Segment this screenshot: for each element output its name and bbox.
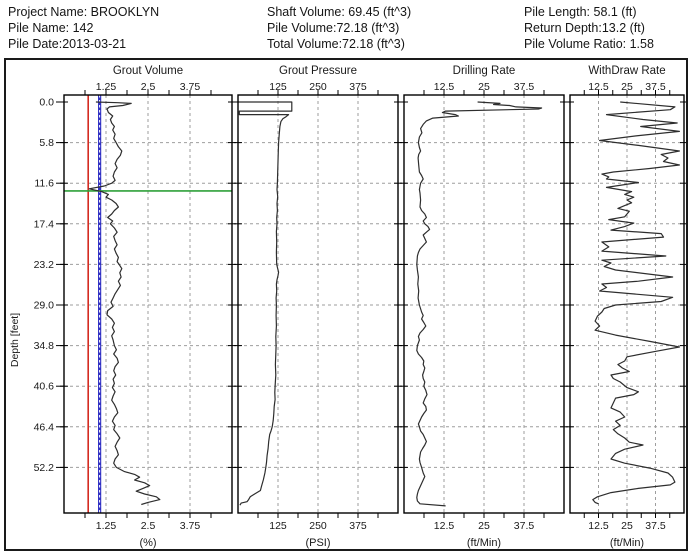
depth-axis-label: Depth [feet]: [9, 313, 21, 367]
svg-text:23.2: 23.2: [34, 259, 55, 271]
svg-text:3.75: 3.75: [180, 81, 201, 93]
svg-text:12.5: 12.5: [588, 520, 609, 532]
svg-text:12.5: 12.5: [434, 520, 455, 532]
svg-text:125: 125: [269, 81, 287, 93]
svg-text:37.5: 37.5: [514, 81, 535, 93]
svg-text:37.5: 37.5: [645, 520, 666, 532]
panel-border: [237, 94, 399, 514]
svg-text:1.25: 1.25: [96, 81, 117, 93]
svg-text:34.8: 34.8: [34, 340, 55, 352]
svg-text:25: 25: [478, 81, 490, 93]
svg-text:40.6: 40.6: [34, 381, 55, 393]
svg-text:52.2: 52.2: [34, 462, 55, 474]
svg-text:46.4: 46.4: [34, 421, 55, 433]
panel-unit-label: (%): [139, 537, 156, 549]
svg-text:2.5: 2.5: [141, 81, 156, 93]
panel-title: Drilling Rate: [453, 65, 516, 77]
panel-withdraw-rate: WithDraw Rate(ft/Min)12.512.5252537.537.…: [566, 65, 686, 549]
panel-unit-label: (PSI): [305, 537, 330, 549]
panel-unit-label: (ft/Min): [467, 537, 501, 549]
series-drilling-rate: [416, 101, 543, 507]
series-grout-pressure: [238, 101, 293, 506]
svg-text:3.75: 3.75: [180, 520, 201, 532]
svg-text:25: 25: [478, 520, 490, 532]
panel-grout-volume: Grout Volume (%) 1.25 1.25 2.5 2.5 3.75 3.75: [60, 65, 236, 549]
svg-text:125: 125: [269, 520, 287, 532]
series-withdraw-rate: [592, 101, 681, 505]
strip-charts-canvas: 0.0 5.8 11.6 17.4 23.2 29.0 34.8 40.6 46.4 52.2 De…: [9, 65, 686, 549]
svg-text:375: 375: [349, 520, 367, 532]
svg-text:37.5: 37.5: [514, 520, 535, 532]
chart-frame: 0.0 5.8 11.6 17.4 23.2 29.0 34.8 40.6 46.4 52.2 De…: [4, 58, 688, 551]
return-depth: Return Depth:13.2 (ft): [524, 21, 645, 35]
header-project-info: Project Name: BROOKLYN Pile Name: 142 Pi…: [8, 4, 159, 52]
depth-axis: 0.0 5.8 11.6 17.4 23.2 29.0 34.8 40.6 46.4 52.2 De…: [9, 97, 64, 474]
header-volume-info: Shaft Volume: 69.45 (ft^3) Pile Volume:7…: [267, 4, 411, 52]
svg-text:1.25: 1.25: [96, 520, 117, 532]
series-grout-volume: [88, 101, 161, 506]
svg-text:5.8: 5.8: [39, 137, 54, 149]
svg-text:25: 25: [621, 520, 633, 532]
shaft-volume: Shaft Volume: 69.45 (ft^3): [267, 5, 412, 19]
panel-drilling-rate: Drilling Rate (ft/Min) 12.5 12.5 25 25 37.5 37.…: [400, 65, 568, 549]
svg-text:25: 25: [621, 81, 633, 93]
pile-length: Pile Length: 58.1 (ft): [524, 5, 637, 19]
svg-text:250: 250: [309, 520, 327, 532]
panel-title: WithDraw Rate: [588, 65, 665, 77]
panel-border: [569, 94, 685, 514]
panel-border: [63, 94, 233, 514]
report-header: Project Name: BROOKLYN Pile Name: 142 Pi…: [0, 0, 694, 56]
panel-title: Grout Volume: [113, 65, 183, 77]
panel-border: [403, 94, 565, 514]
svg-text:12.5: 12.5: [588, 81, 609, 93]
svg-text:37.5: 37.5: [645, 81, 666, 93]
panel-unit-label: (ft/Min): [610, 537, 644, 549]
svg-text:0.0: 0.0: [39, 97, 54, 109]
project-name: Project Name: BROOKLYN: [8, 5, 160, 19]
svg-text:250: 250: [309, 81, 327, 93]
panel-title: Grout Pressure: [279, 65, 357, 77]
panel-grout-pressure: Grout Pressure (PSI) 125 125 250 250 375 375: [234, 65, 402, 549]
svg-text:2.5: 2.5: [141, 520, 156, 532]
svg-text:17.4: 17.4: [34, 218, 55, 230]
svg-text:12.5: 12.5: [434, 81, 455, 93]
svg-text:375: 375: [349, 81, 367, 93]
pile-volume-ratio: Pile Volume Ratio: 1.58: [524, 37, 654, 51]
pile-date: Pile Date:2013-03-21: [8, 37, 127, 51]
svg-text:11.6: 11.6: [34, 178, 54, 190]
total-volume: Total Volume:72.18 (ft^3): [267, 37, 405, 51]
pile-name: Pile Name: 142: [8, 21, 94, 35]
pile-volume: Pile Volume:72.18 (ft^3): [267, 21, 400, 35]
svg-text:29.0: 29.0: [34, 300, 55, 312]
header-pile-stats: Pile Length: 58.1 (ft) Return Depth:13.2…: [524, 4, 654, 52]
